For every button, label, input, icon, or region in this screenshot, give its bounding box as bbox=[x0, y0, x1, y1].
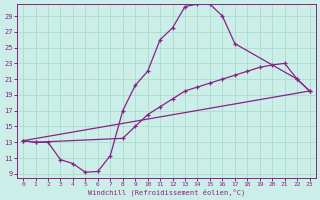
X-axis label: Windchill (Refroidissement éolien,°C): Windchill (Refroidissement éolien,°C) bbox=[88, 188, 245, 196]
